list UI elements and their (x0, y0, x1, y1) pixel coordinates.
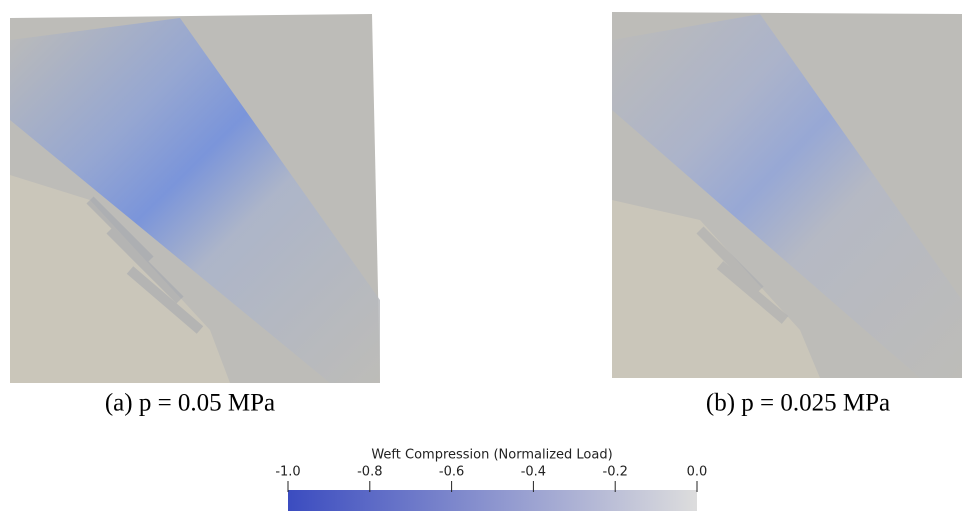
figure-canvas: (a) p = 0.05 MPa (b) p = 0.025 MPa Weft … (0, 0, 964, 514)
colorbar-tick-label: -0.4 (521, 465, 546, 480)
panel-a-image (10, 14, 380, 383)
panel-b-image (612, 12, 962, 378)
colorbar-title: Weft Compression (Normalized Load) (371, 448, 612, 463)
colorbar (288, 490, 697, 511)
colorbar-tick-label: -0.2 (603, 465, 628, 480)
colorbar-tick-label: -0.6 (439, 465, 464, 480)
caption: (a) p = 0.05 MPa (105, 390, 275, 417)
colorbar-tick-label: -0.8 (357, 465, 382, 480)
caption: (b) p = 0.025 MPa (706, 390, 890, 417)
colorbar-tick-label: 0.0 (687, 465, 708, 480)
figure: (a) p = 0.05 MPa (b) p = 0.025 MPa Weft … (0, 0, 964, 514)
colorbar-tick-label: -1.0 (275, 465, 300, 480)
